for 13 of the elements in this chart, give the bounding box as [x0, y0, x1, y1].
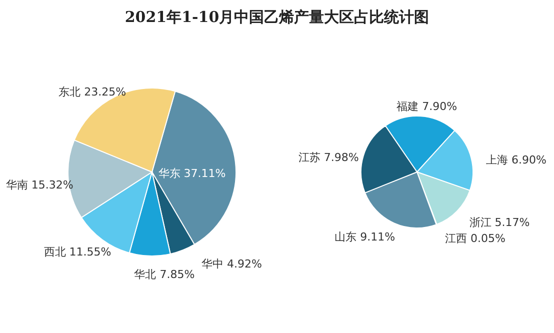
slice-label: 华北 7.85% — [134, 268, 195, 281]
slice-label: 华东 37.11% — [158, 166, 226, 180]
slice-label: 西北 11.55% — [44, 246, 112, 259]
slice-label: 东北 23.25% — [58, 85, 126, 98]
slice-label: 上海 6.90% — [486, 154, 546, 167]
slice-label: 江西 0.05% — [445, 232, 506, 245]
chart-title: 2021年1-10月中国乙烯产量大区占比统计图 — [124, 7, 430, 28]
slice-label: 华南 15.32% — [6, 178, 74, 192]
slice-label: 山东 9.11% — [334, 230, 396, 244]
slice-label: 江苏 7.98% — [298, 150, 359, 164]
slice-label: 福建 7.90% — [396, 100, 458, 114]
slice-label: 华中 4.92% — [201, 257, 262, 270]
slice-label: 浙江 5.17% — [469, 216, 530, 230]
